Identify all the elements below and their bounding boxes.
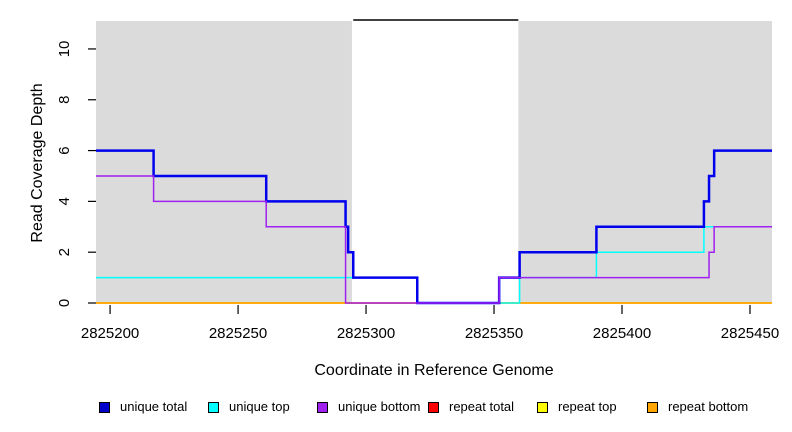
series-line-unique-bottom <box>96 175 772 304</box>
y-axis-tick-label: 0 <box>56 299 73 307</box>
x-axis-tick-label: 2825350 <box>465 325 523 342</box>
y-axis-tick-label: 10 <box>56 41 73 58</box>
x-axis-tick-label: 2825250 <box>209 325 267 342</box>
shaded-region <box>518 21 772 303</box>
y-axis-tick-label: 2 <box>56 248 73 256</box>
x-axis-tick-label: 2825400 <box>593 325 651 342</box>
x-axis-tick-label: 2825300 <box>337 325 395 342</box>
x-axis-tick-label: 2825200 <box>81 325 139 342</box>
y-axis-tick-label: 4 <box>56 197 73 205</box>
x-axis-tick-label: 2825450 <box>721 325 779 342</box>
y-axis-tick-label: 8 <box>56 96 73 104</box>
y-axis-tick-label: 6 <box>56 146 73 154</box>
shaded-region <box>96 21 352 303</box>
y-axis-title: Read Coverage Depth <box>29 83 46 243</box>
x-axis-title: Coordinate in Reference Genome <box>314 362 554 379</box>
